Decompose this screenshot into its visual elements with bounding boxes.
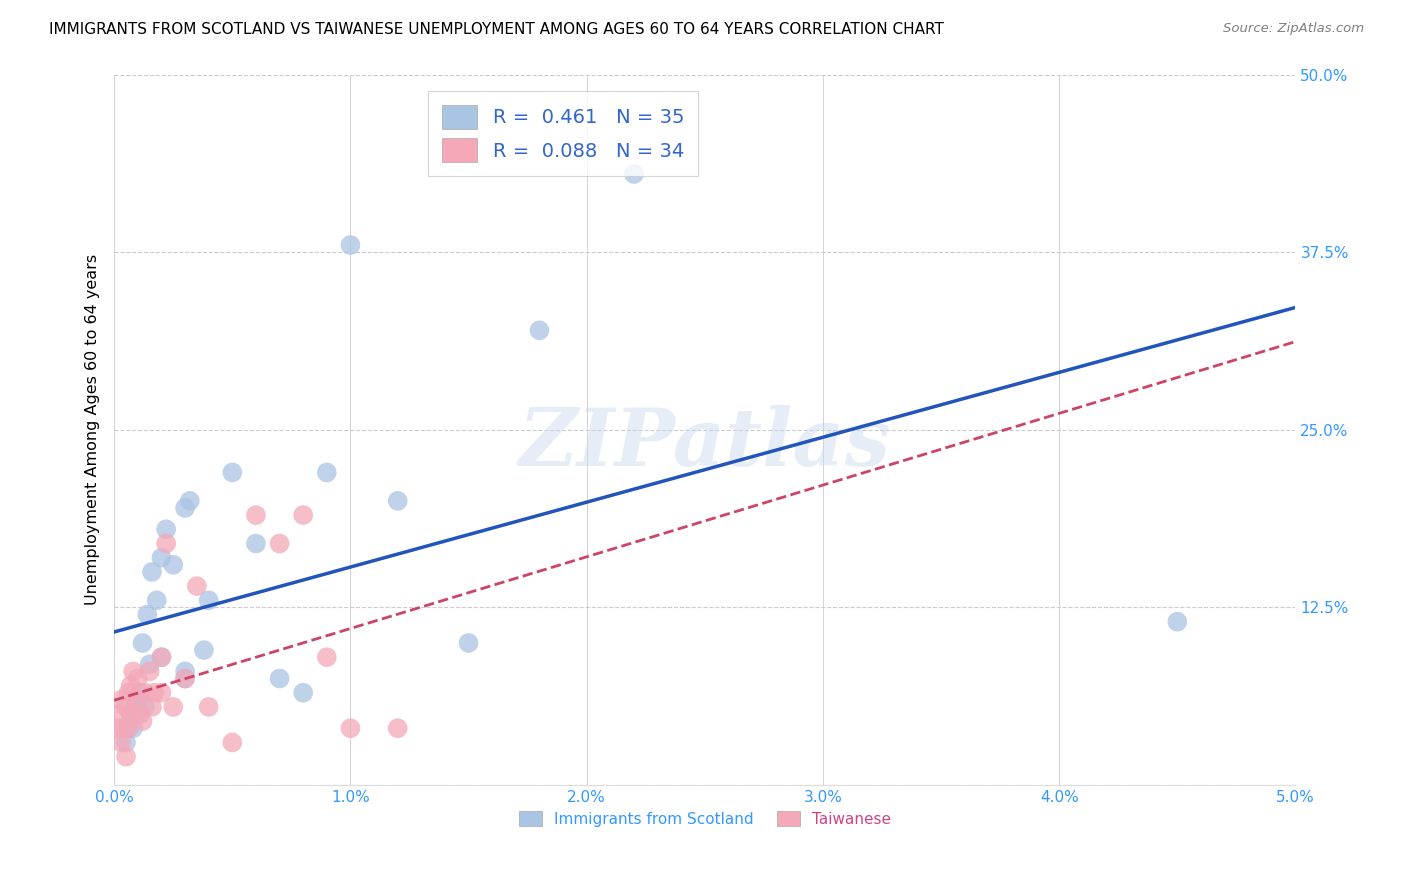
Point: [127, 706, 149, 721]
Point: [269, 672, 291, 686]
Point: [197, 700, 219, 714]
Point: [141, 565, 163, 579]
Point: [197, 593, 219, 607]
Point: [174, 672, 197, 686]
Point: [108, 706, 131, 721]
Point: [339, 721, 361, 735]
Point: [1166, 615, 1188, 629]
Point: [134, 700, 156, 714]
Point: [141, 700, 163, 714]
Point: [110, 693, 132, 707]
Point: [115, 735, 138, 749]
Text: Source: ZipAtlas.com: Source: ZipAtlas.com: [1223, 22, 1364, 36]
Point: [339, 238, 361, 252]
Point: [457, 636, 479, 650]
Point: [117, 721, 139, 735]
Point: [221, 735, 243, 749]
Text: ZIPatlas: ZIPatlas: [519, 405, 891, 483]
Point: [112, 721, 135, 735]
Point: [155, 536, 177, 550]
Point: [122, 721, 145, 735]
Point: [120, 679, 142, 693]
Point: [162, 700, 184, 714]
Point: [145, 593, 167, 607]
Point: [131, 714, 153, 728]
Point: [179, 494, 201, 508]
Point: [193, 643, 215, 657]
Point: [134, 686, 156, 700]
Point: [115, 749, 138, 764]
Point: [129, 686, 152, 700]
Point: [387, 494, 409, 508]
Point: [292, 686, 315, 700]
Point: [529, 323, 551, 337]
Point: [150, 650, 173, 665]
Point: [315, 650, 337, 665]
Point: [136, 607, 159, 622]
Point: [186, 579, 208, 593]
Point: [174, 672, 197, 686]
Point: [155, 522, 177, 536]
Y-axis label: Unemployment Among Ages 60 to 64 years: Unemployment Among Ages 60 to 64 years: [86, 254, 100, 606]
Point: [117, 686, 139, 700]
Point: [122, 665, 145, 679]
Point: [105, 721, 128, 735]
Point: [138, 657, 160, 672]
Point: [245, 536, 267, 550]
Point: [150, 650, 173, 665]
Point: [623, 167, 645, 181]
Point: [150, 550, 173, 565]
Legend: Immigrants from Scotland, Taiwanese: Immigrants from Scotland, Taiwanese: [512, 803, 898, 834]
Point: [387, 721, 409, 735]
Point: [143, 686, 166, 700]
Point: [127, 672, 149, 686]
Point: [127, 693, 149, 707]
Point: [221, 466, 243, 480]
Point: [129, 706, 152, 721]
Point: [124, 693, 146, 707]
Point: [124, 693, 146, 707]
Point: [131, 636, 153, 650]
Text: IMMIGRANTS FROM SCOTLAND VS TAIWANESE UNEMPLOYMENT AMONG AGES 60 TO 64 YEARS COR: IMMIGRANTS FROM SCOTLAND VS TAIWANESE UN…: [49, 22, 943, 37]
Point: [162, 558, 184, 572]
Point: [120, 706, 142, 721]
Point: [245, 508, 267, 522]
Point: [150, 686, 173, 700]
Point: [110, 735, 132, 749]
Point: [315, 466, 337, 480]
Point: [174, 665, 197, 679]
Point: [120, 706, 142, 721]
Point: [115, 700, 138, 714]
Point: [174, 500, 197, 515]
Point: [138, 665, 160, 679]
Point: [117, 721, 139, 735]
Point: [269, 536, 291, 550]
Point: [292, 508, 315, 522]
